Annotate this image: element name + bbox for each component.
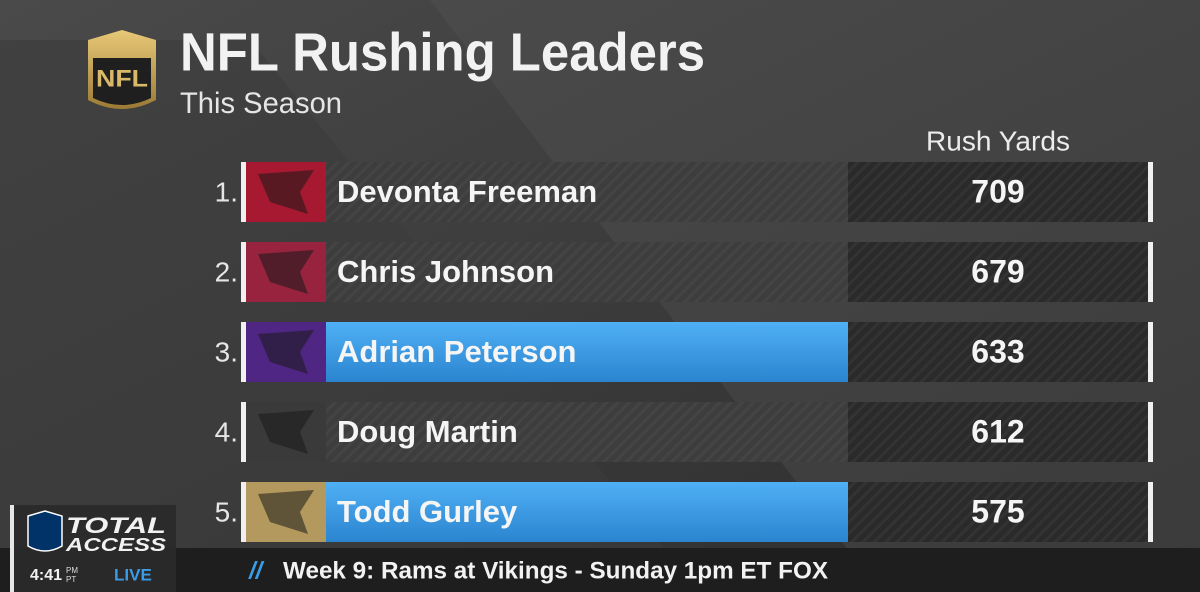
leader-row: 1. Devonta Freeman 709 bbox=[215, 162, 1153, 222]
team-logo bbox=[258, 170, 314, 214]
bug-show: TOTAL bbox=[66, 513, 166, 538]
player-name: Adrian Peterson bbox=[337, 334, 576, 369]
ticker-text: Week 9: Rams at Vikings - Sunday 1pm ET … bbox=[283, 557, 828, 584]
title: NFL Rushing Leaders bbox=[180, 22, 705, 82]
row-edge bbox=[1148, 242, 1153, 302]
rank: 3. bbox=[215, 336, 238, 367]
row-edge bbox=[241, 482, 246, 542]
name-panel bbox=[326, 242, 848, 302]
ticker-bar bbox=[0, 548, 1200, 592]
rush-yards: 612 bbox=[971, 413, 1024, 449]
yards-panel bbox=[848, 402, 1148, 462]
yards-panel bbox=[848, 242, 1148, 302]
column-header: Rush Yards bbox=[926, 125, 1070, 156]
rank: 2. bbox=[215, 256, 238, 287]
ticker-separator: // bbox=[248, 557, 265, 584]
yards-panel bbox=[848, 162, 1148, 222]
rush-yards: 709 bbox=[971, 173, 1024, 209]
player-name: Devonta Freeman bbox=[337, 174, 597, 209]
rank: 1. bbox=[215, 176, 238, 207]
row-edge bbox=[1148, 482, 1153, 542]
team-logo bbox=[258, 250, 314, 294]
rush-yards: 633 bbox=[971, 333, 1024, 369]
row-edge bbox=[241, 162, 246, 222]
nfl-shield-inner bbox=[93, 58, 151, 105]
show-bug: TOTAL ACCESS 4:41 PM PT LIVE bbox=[10, 505, 176, 592]
team-logo bbox=[258, 330, 314, 374]
leader-row: 3. Adrian Peterson 633 bbox=[215, 322, 1153, 382]
bug-shield bbox=[27, 510, 63, 552]
bug-show-line2: ACCESS bbox=[65, 535, 166, 555]
header: NFL NFL Rushing Leaders This Season bbox=[88, 22, 705, 120]
name-panel bbox=[326, 482, 848, 542]
bug-status: LIVE bbox=[114, 565, 152, 584]
bug-edge bbox=[10, 505, 14, 592]
leader-row: 5. Todd Gurley 575 bbox=[215, 482, 1153, 542]
row-edge bbox=[1148, 162, 1153, 222]
row-edge bbox=[241, 322, 246, 382]
leader-table: 1. Devonta Freeman 709 2. Chris Johnson 679 3.… bbox=[215, 162, 1153, 542]
row-edge bbox=[241, 242, 246, 302]
team-logo bbox=[258, 410, 314, 454]
player-name: Chris Johnson bbox=[337, 254, 554, 289]
yards-panel bbox=[848, 322, 1148, 382]
row-edge bbox=[241, 402, 246, 462]
leader-row: 2. Chris Johnson 679 bbox=[215, 242, 1153, 302]
rank: 4. bbox=[215, 416, 238, 447]
player-name: Todd Gurley bbox=[337, 494, 518, 529]
yards-panel bbox=[848, 482, 1148, 542]
row-edge bbox=[1148, 402, 1153, 462]
player-name: Doug Martin bbox=[337, 414, 518, 449]
rush-yards: 575 bbox=[971, 493, 1024, 529]
rank: 5. bbox=[215, 496, 238, 527]
bug-meridiem: PM bbox=[66, 566, 78, 575]
bug-time: 4:41 bbox=[30, 567, 62, 584]
team-logo bbox=[258, 490, 314, 534]
nfl-logo-text: NFL bbox=[96, 65, 148, 92]
rush-yards: 679 bbox=[971, 253, 1024, 289]
bug-zone: PT bbox=[66, 575, 76, 584]
name-panel bbox=[326, 322, 848, 382]
name-panel bbox=[326, 402, 848, 462]
name-panel bbox=[326, 162, 848, 222]
leader-row: 4. Doug Martin 612 bbox=[215, 402, 1153, 462]
subtitle: This Season bbox=[180, 87, 342, 120]
row-edge bbox=[1148, 322, 1153, 382]
